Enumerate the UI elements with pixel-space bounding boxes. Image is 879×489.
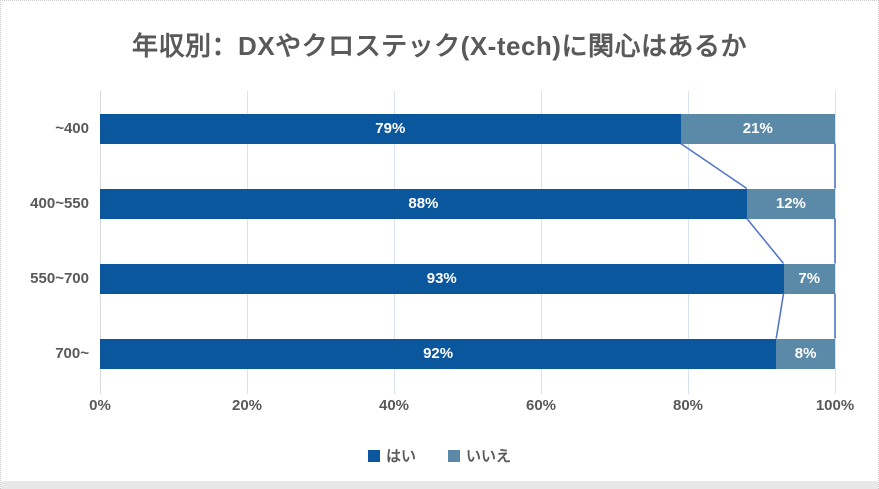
bar-segment-no: 8% (776, 338, 835, 369)
chart-title: 年収別：DXやクロステック(X-tech)に関心はあるか (132, 31, 747, 61)
gridline (688, 91, 689, 394)
x-tick-label: 0% (89, 397, 111, 414)
legend-swatch-icon (448, 449, 460, 462)
bar-segment-no: 12% (746, 188, 835, 219)
x-tick-label: 40% (378, 397, 410, 414)
x-tick-label: 20% (231, 397, 263, 414)
category-label: ~400 (55, 120, 89, 137)
bar-row: 88% 12% (100, 166, 835, 241)
bar-segment-yes: 93% (100, 263, 784, 294)
legend-swatch-icon (367, 449, 380, 462)
bar-row: 79% 21% (100, 91, 835, 166)
gridline (541, 91, 542, 394)
legend-label: はい (385, 448, 416, 465)
bar-row: 93% 7% (100, 241, 835, 316)
bar-row: 92% 8% (100, 316, 835, 391)
stacked-bar: 92% 8% (100, 338, 835, 369)
bar-segment-no: 7% (783, 263, 835, 294)
stacked-bar: 79% 21% (100, 113, 835, 144)
bottom-strip (1, 481, 878, 489)
gridline (394, 91, 395, 394)
category-label: 400~550 (30, 195, 89, 212)
legend-label: いいえ (466, 448, 512, 465)
bar-segment-no: 21% (680, 113, 835, 144)
category-label: 700~ (55, 345, 89, 362)
bar-segment-yes: 92% (100, 338, 777, 369)
x-tick-label: 60% (525, 397, 557, 414)
legend: はい いいえ (1, 445, 878, 466)
gridline (835, 91, 836, 394)
legend-item-no: いいえ (448, 445, 511, 466)
stacked-bar: 93% 7% (100, 263, 835, 294)
bar-segment-yes: 79% (100, 113, 681, 144)
gridline (247, 91, 248, 394)
bar-segment-yes: 88% (100, 188, 747, 219)
x-tick-label: 100% (815, 397, 855, 414)
stacked-bar: 88% 12% (100, 188, 835, 219)
value-axis-line (100, 91, 101, 394)
x-tick-label: 80% (672, 397, 704, 414)
plot-area: 79% 21% 88% 12% 93% 7% 92% 8% (100, 91, 836, 391)
legend-item-yes: はい (367, 445, 416, 466)
category-label: 550~700 (30, 270, 89, 287)
